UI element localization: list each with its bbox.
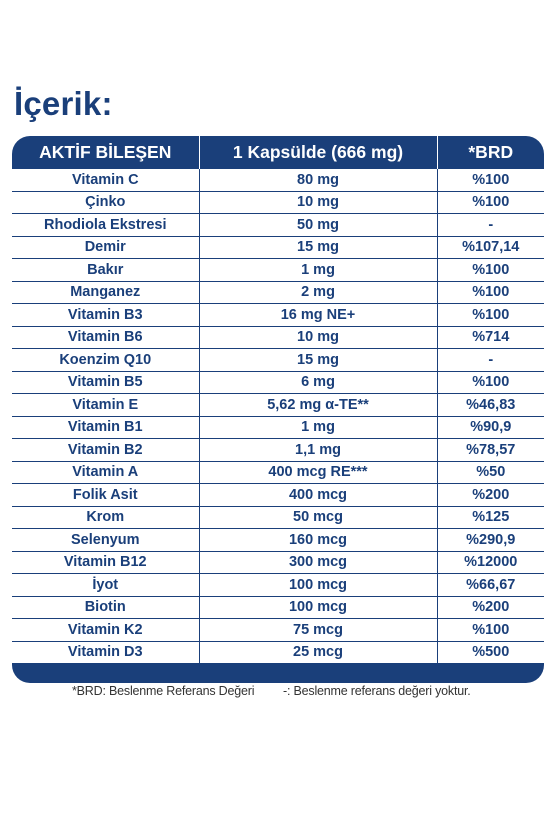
amount-cell: 1 mg (198, 258, 437, 281)
amount-cell: 160 mcg (198, 528, 437, 551)
brd-percent-cell: %500 (436, 640, 544, 663)
brd-percent-cell: %12000 (436, 550, 544, 574)
amount-cell: 400 mcg (198, 483, 437, 506)
table-row: Vitamin E 5,62 mg α-TE** %46,83 (12, 393, 544, 416)
ingredient-name-cell: Vitamin B5 (12, 370, 199, 394)
header-active-ingredient: AKTİF BİLEŞEN (39, 142, 172, 162)
table-row: Vitamin B1 1 mg %90,9 (12, 415, 544, 439)
header-amount-per-capsule: 1 Kapsülde (666 mg) (198, 136, 437, 169)
brd-percent-cell: %78,57 (436, 438, 544, 461)
ingredient-name-cell: Folik Asit (12, 483, 199, 506)
brd-percent-cell: %100 (436, 303, 544, 326)
table-row: Vitamin D3 25 mcg %500 (12, 640, 544, 663)
amount-cell: 5,62 mg α-TE** (198, 393, 437, 416)
table-row: Vitamin K2 75 mcg %100 (12, 618, 544, 641)
amount-cell: 1,1 mg (198, 438, 437, 461)
brd-percent-cell: %100 (436, 190, 544, 214)
table-row: İyot 100 mcg %66,67 (12, 573, 544, 596)
amount-cell: 15 mg (198, 235, 437, 259)
header-brd: *BRD (436, 136, 544, 169)
brd-percent-cell: %66,67 (436, 573, 544, 596)
brd-percent-cell: %50 (436, 460, 544, 484)
amount-cell: 400 mcg RE*** (198, 460, 437, 484)
table-row: Koenzim Q10 15 mg - (12, 348, 544, 371)
brd-percent-cell: %100 (436, 618, 544, 641)
table-row: Biotin 100 mcg %200 (12, 595, 544, 619)
table-row: Krom 50 mcg %125 (12, 505, 544, 529)
table-row: Manganez 2 mg %100 (12, 280, 544, 304)
ingredient-name-cell: Çinko (12, 190, 199, 214)
amount-cell: 2 mg (198, 280, 437, 304)
ingredient-name-cell: Koenzim Q10 (12, 348, 199, 371)
page-title: İçerik: (14, 85, 113, 122)
ingredient-name-cell: İyot (12, 573, 199, 596)
amount-cell: 50 mcg (198, 505, 437, 529)
amount-cell: 100 mcg (198, 573, 437, 596)
ingredient-name-cell: Vitamin B6 (12, 325, 199, 349)
amount-cell: 6 mg (198, 370, 437, 394)
ingredient-name-cell: Vitamin B12 (12, 550, 199, 574)
table-row: Folik Asit 400 mcg %200 (12, 483, 544, 506)
amount-cell: 10 mg (198, 325, 437, 349)
ingredient-name-cell: Bakır (12, 258, 199, 281)
ingredient-name-cell: Vitamin E (12, 393, 199, 416)
amount-cell: 15 mg (198, 348, 437, 371)
brd-percent-cell: %125 (436, 505, 544, 529)
amount-cell: 10 mg (198, 190, 437, 214)
ingredient-name-cell: Vitamin A (12, 460, 199, 484)
table-row: Vitamin B3 16 mg NE+ %100 (12, 303, 544, 326)
brd-percent-cell: %200 (436, 595, 544, 619)
ingredients-table-card: AKTİF BİLEŞEN 1 Kapsülde (666 mg) *BRD V… (12, 136, 544, 683)
ingredient-name-cell: Manganez (12, 280, 199, 304)
brd-percent-cell: %46,83 (436, 393, 544, 416)
ingredient-name-cell: Vitamin D3 (12, 640, 199, 663)
ingredient-name-cell: Rhodiola Ekstresi (12, 213, 199, 236)
table-row: Bakır 1 mg %100 (12, 258, 544, 281)
table-row: Demir 15 mg %107,14 (12, 235, 544, 259)
amount-cell: 300 mcg (198, 550, 437, 574)
brd-percent-cell: %290,9 (436, 528, 544, 551)
amount-cell: 50 mg (198, 213, 437, 236)
brd-percent-cell: %100 (436, 169, 544, 191)
footnote-brd: *BRD: Beslenme Referans Değeri (72, 684, 255, 698)
table-row: Selenyum 160 mcg %290,9 (12, 528, 544, 551)
brd-percent-cell: %100 (436, 280, 544, 304)
table-header-row: AKTİF BİLEŞEN 1 Kapsülde (666 mg) *BRD (12, 136, 544, 169)
ingredient-name-cell: Demir (12, 235, 199, 259)
ingredient-name-cell: Vitamin B1 (12, 415, 199, 439)
ingredients-table: AKTİF BİLEŞEN 1 Kapsülde (666 mg) *BRD V… (12, 136, 544, 663)
ingredient-name-cell: Biotin (12, 595, 199, 619)
table-row: Vitamin B12 300 mcg %12000 (12, 550, 544, 574)
ingredient-name-cell: Vitamin C (12, 169, 199, 191)
ingredient-name-cell: Vitamin B3 (12, 303, 199, 326)
amount-cell: 75 mcg (198, 618, 437, 641)
brd-percent-cell: %714 (436, 325, 544, 349)
brd-percent-cell: %100 (436, 258, 544, 281)
table-row: Vitamin C 80 mg %100 (12, 169, 544, 191)
table-row: Vitamin B5 6 mg %100 (12, 370, 544, 394)
ingredient-name-cell: Vitamin B2 (12, 438, 199, 461)
brd-percent-cell: %90,9 (436, 415, 544, 439)
footnote-no-reference: -: Beslenme referans değeri yoktur. (283, 684, 471, 698)
amount-cell: 16 mg NE+ (198, 303, 437, 326)
table-row: Vitamin B2 1,1 mg %78,57 (12, 438, 544, 461)
table-row: Rhodiola Ekstresi 50 mg - (12, 213, 544, 236)
table-row: Vitamin B6 10 mg %714 (12, 325, 544, 349)
table-row: Çinko 10 mg %100 (12, 190, 544, 214)
amount-cell: 1 mg (198, 415, 437, 439)
ingredient-name-cell: Vitamin K2 (12, 618, 199, 641)
ingredient-name-cell: Selenyum (12, 528, 199, 551)
brd-percent-cell: - (436, 213, 544, 236)
amount-cell: 80 mg (198, 169, 437, 191)
amount-cell: 25 mcg (198, 640, 437, 663)
brd-percent-cell: %200 (436, 483, 544, 506)
ingredient-name-cell: Krom (12, 505, 199, 529)
brd-percent-cell: %107,14 (436, 235, 544, 259)
brd-percent-cell: - (436, 348, 544, 371)
brd-percent-cell: %100 (436, 370, 544, 394)
table-row: Vitamin A 400 mcg RE*** %50 (12, 460, 544, 484)
amount-cell: 100 mcg (198, 595, 437, 619)
